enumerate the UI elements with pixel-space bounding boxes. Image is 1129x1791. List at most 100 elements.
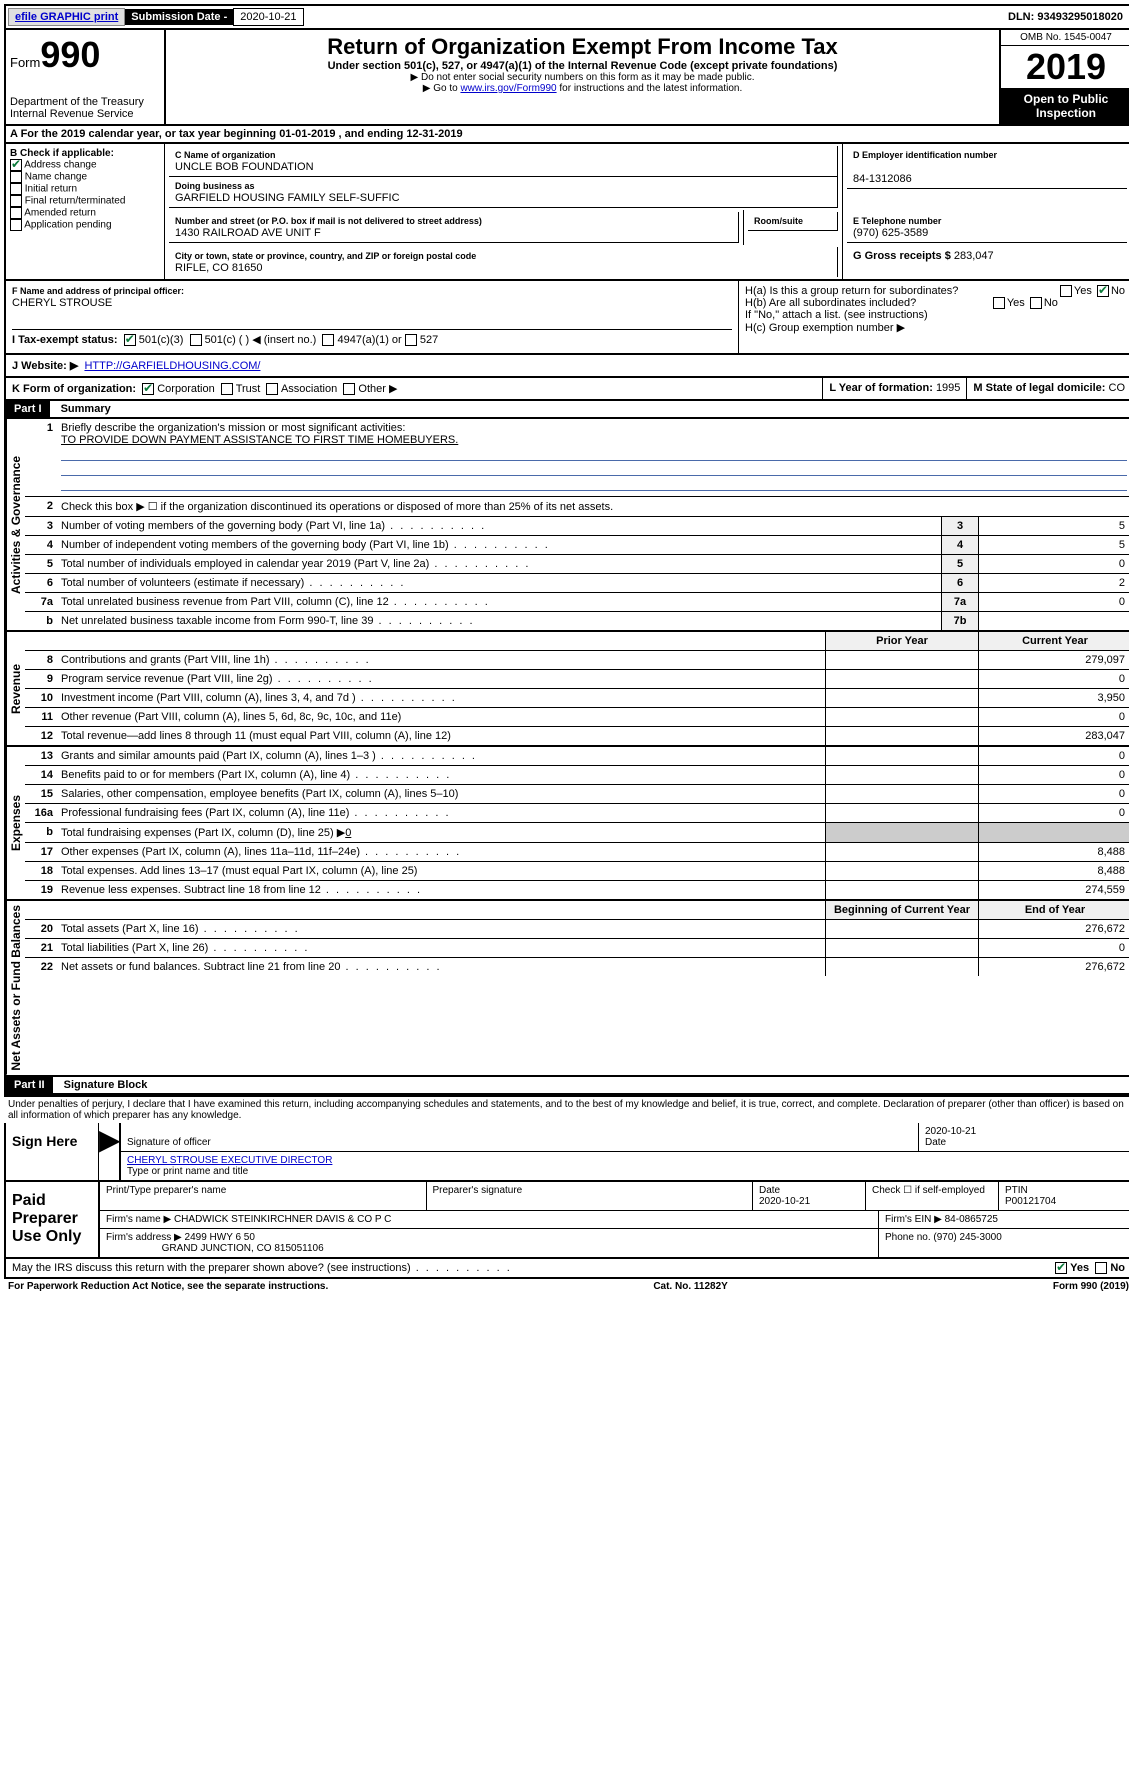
city-label: City or town, state or province, country… — [175, 251, 476, 261]
ptin-value: P00121704 — [1005, 1196, 1056, 1207]
officer-label: F Name and address of principal officer: — [12, 286, 184, 296]
activities-governance-label: Activities & Governance — [6, 419, 25, 630]
sign-here-label: Sign Here — [6, 1123, 99, 1180]
firm-addr1: 2499 HWY 6 50 — [185, 1232, 255, 1243]
website-link[interactable]: HTTP://GARFIELDHOUSING.COM/ — [84, 360, 260, 372]
officer-group-row: F Name and address of principal officer:… — [4, 281, 1129, 355]
line17-value: 8,488 — [978, 843, 1129, 861]
line11-value: 0 — [978, 708, 1129, 726]
line2-text: Check this box ▶ ☐ if the organization d… — [57, 497, 1129, 516]
line10-text: Investment income (Part VIII, column (A)… — [57, 689, 825, 707]
attach-list-note: If "No," attach a list. (see instruction… — [745, 309, 1125, 321]
line6-value: 2 — [978, 574, 1129, 592]
tax-exempt-label: I Tax-exempt status: — [12, 334, 118, 346]
line18-text: Total expenses. Add lines 13–17 (must eq… — [57, 862, 825, 880]
firm-addr-label: Firm's address ▶ — [106, 1232, 182, 1243]
part1-header-row: Part I Summary — [4, 401, 1129, 419]
state-domicile: CO — [1109, 382, 1126, 394]
discuss-row: May the IRS discuss this return with the… — [4, 1259, 1129, 1279]
hb-no-checkbox[interactable] — [1030, 297, 1042, 309]
line5-text: Total number of individuals employed in … — [57, 555, 941, 573]
line18-value: 8,488 — [978, 862, 1129, 880]
expenses-section: Expenses 13Grants and similar amounts pa… — [4, 747, 1129, 901]
line16a-text: Professional fundraising fees (Part IX, … — [57, 804, 825, 822]
line8-value: 279,097 — [978, 651, 1129, 669]
year-formation: 1995 — [936, 382, 960, 394]
line14-text: Benefits paid to or for members (Part IX… — [57, 766, 825, 784]
hb-yes-checkbox[interactable] — [993, 297, 1005, 309]
corp-checkbox[interactable] — [142, 383, 154, 395]
line13-value: 0 — [978, 747, 1129, 765]
line19-text: Revenue less expenses. Subtract line 18 … — [57, 881, 825, 899]
prior-year-header: Prior Year — [825, 632, 978, 650]
line7a-text: Total unrelated business revenue from Pa… — [57, 593, 941, 611]
paid-preparer-block: Paid Preparer Use Only Print/Type prepar… — [4, 1182, 1129, 1259]
form-title: Return of Organization Exempt From Incom… — [170, 34, 995, 60]
sig-officer-label: Signature of officer — [127, 1137, 211, 1148]
top-bar: efile GRAPHIC print Submission Date - 20… — [4, 4, 1129, 30]
address-change-checkbox[interactable] — [10, 159, 22, 171]
paid-preparer-label: Paid Preparer Use Only — [6, 1182, 99, 1257]
firm-ein-label: Firm's EIN ▶ — [885, 1214, 942, 1225]
firm-name-label: Firm's name ▶ — [106, 1214, 171, 1225]
ha-yes-checkbox[interactable] — [1060, 285, 1072, 297]
line4-text: Number of independent voting members of … — [57, 536, 941, 554]
gross-receipts-label: G Gross receipts $ — [853, 250, 954, 262]
527-checkbox[interactable] — [405, 334, 417, 346]
current-year-header: Current Year — [978, 632, 1129, 650]
line7a-value: 0 — [978, 593, 1129, 611]
501c-checkbox[interactable] — [190, 334, 202, 346]
sign-arrow-icon: ▶ — [99, 1123, 121, 1180]
initial-return-checkbox[interactable] — [10, 183, 22, 195]
cat-no: Cat. No. 11282Y — [653, 1281, 727, 1292]
form990-link[interactable]: www.irs.gov/Form990 — [460, 83, 556, 94]
goto-note: ▶ Go to www.irs.gov/Form990 for instruct… — [170, 83, 995, 94]
ha-no-checkbox[interactable] — [1097, 285, 1109, 297]
net-assets-label: Net Assets or Fund Balances — [6, 901, 25, 1075]
line19-value: 274,559 — [978, 881, 1129, 899]
revenue-label: Revenue — [6, 632, 25, 745]
line16b-text: Total fundraising expenses (Part IX, col… — [57, 823, 825, 842]
amended-return-checkbox[interactable] — [10, 207, 22, 219]
line16a-value: 0 — [978, 804, 1129, 822]
part1-title: Summary — [53, 401, 119, 417]
line7b-text: Net unrelated business taxable income fr… — [57, 612, 941, 630]
group-return-q: H(a) Is this a group return for subordin… — [745, 285, 1125, 297]
trust-checkbox[interactable] — [221, 383, 233, 395]
final-return-checkbox[interactable] — [10, 195, 22, 207]
begin-year-header: Beginning of Current Year — [825, 901, 978, 919]
name-change-checkbox[interactable] — [10, 171, 22, 183]
form-header: Form990 Department of the Treasury Inter… — [4, 30, 1129, 126]
assoc-checkbox[interactable] — [266, 383, 278, 395]
discuss-no-checkbox[interactable] — [1095, 1262, 1107, 1274]
line21-value: 0 — [978, 939, 1129, 957]
firm-name: CHADWICK STEINKIRCHNER DAVIS & CO P C — [174, 1214, 391, 1225]
part2-header-row: Part II Signature Block — [4, 1077, 1129, 1095]
open-public-badge: Open to Public Inspection — [1001, 88, 1129, 124]
line5-value: 0 — [978, 555, 1129, 573]
efile-print-link[interactable]: efile GRAPHIC print — [8, 8, 125, 26]
year-formation-label: L Year of formation: — [829, 382, 936, 394]
other-checkbox[interactable] — [343, 383, 355, 395]
state-domicile-label: M State of legal domicile: — [973, 382, 1108, 394]
form-ref: Form 990 (2019) — [1053, 1281, 1129, 1292]
org-name-label: C Name of organization — [175, 150, 276, 160]
line12-text: Total revenue—add lines 8 through 11 (mu… — [57, 727, 825, 745]
dba-label: Doing business as — [175, 181, 255, 191]
org-info-grid: B Check if applicable: Address change Na… — [4, 144, 1129, 281]
prep-date: 2020-10-21 — [759, 1196, 810, 1207]
line6-text: Total number of volunteers (estimate if … — [57, 574, 941, 592]
discuss-yes-checkbox[interactable] — [1055, 1262, 1067, 1274]
summary-section: Activities & Governance 1Briefly describ… — [4, 419, 1129, 632]
officer-printed-name[interactable]: CHERYL STROUSE EXECUTIVE DIRECTOR — [127, 1155, 332, 1166]
application-pending-checkbox[interactable] — [10, 219, 22, 231]
line20-text: Total assets (Part X, line 16) — [57, 920, 825, 938]
printed-name-label: Type or print name and title — [127, 1166, 248, 1177]
line3-text: Number of voting members of the governin… — [57, 517, 941, 535]
mission-text: TO PROVIDE DOWN PAYMENT ASSISTANCE TO FI… — [61, 434, 458, 446]
group-exemption: H(c) Group exemption number ▶ — [745, 321, 1125, 334]
part2-title: Signature Block — [56, 1077, 156, 1093]
4947-checkbox[interactable] — [322, 334, 334, 346]
line7b-value — [978, 612, 1129, 630]
501c3-checkbox[interactable] — [124, 334, 136, 346]
